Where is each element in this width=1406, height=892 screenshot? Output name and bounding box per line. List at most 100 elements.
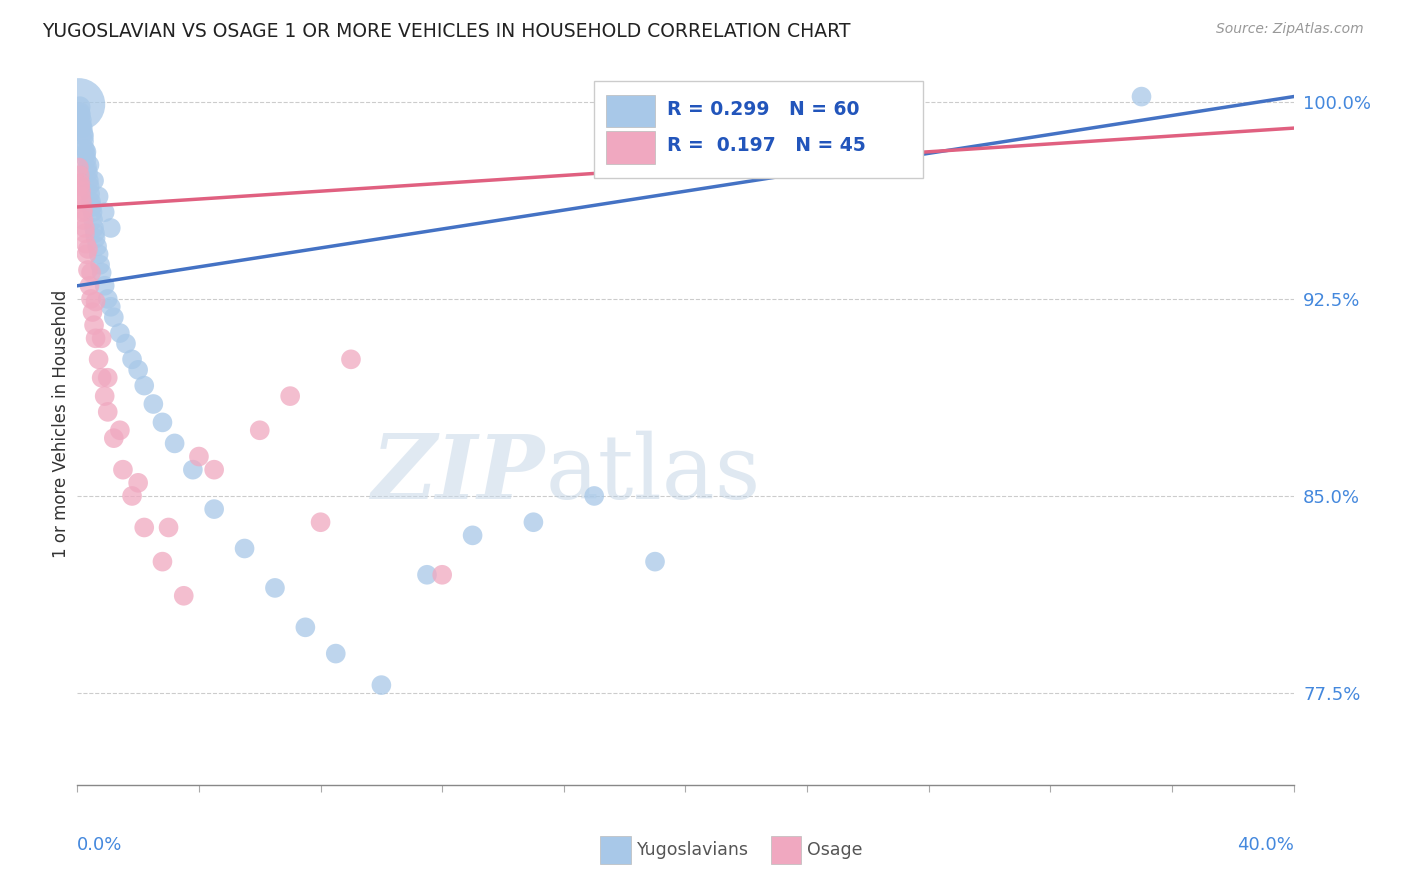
Point — [249, 423, 271, 437]
Point — [181, 463, 204, 477]
Point — [90, 266, 112, 280]
Point — [70, 194, 93, 209]
Point — [72, 121, 94, 136]
Text: atlas: atlas — [546, 431, 761, 518]
Point — [173, 589, 195, 603]
Point — [90, 370, 112, 384]
Point — [70, 108, 93, 122]
Point — [73, 221, 96, 235]
FancyBboxPatch shape — [606, 95, 655, 128]
Point — [188, 450, 211, 464]
Point — [87, 189, 110, 203]
Point — [87, 352, 110, 367]
Point — [97, 292, 120, 306]
Text: R =  0.197   N = 45: R = 0.197 N = 45 — [668, 136, 866, 155]
Point — [72, 202, 94, 217]
Point — [103, 310, 125, 325]
Point — [97, 370, 120, 384]
Text: 0.0%: 0.0% — [77, 836, 122, 854]
Point — [77, 166, 100, 180]
Point — [69, 100, 91, 114]
Text: ZIP: ZIP — [373, 431, 546, 517]
Point — [75, 145, 97, 159]
Point — [93, 205, 115, 219]
Point — [72, 205, 94, 219]
Point — [108, 423, 131, 437]
Point — [83, 221, 105, 235]
Point — [70, 184, 93, 198]
Point — [75, 236, 97, 251]
Point — [83, 318, 105, 333]
Point — [80, 266, 103, 280]
Point — [157, 520, 180, 534]
Point — [461, 528, 484, 542]
Point — [134, 378, 156, 392]
Point — [89, 258, 111, 272]
Point — [80, 200, 103, 214]
FancyBboxPatch shape — [770, 836, 801, 864]
Point — [97, 405, 120, 419]
Point — [100, 221, 122, 235]
Point — [264, 581, 287, 595]
Point — [644, 555, 666, 569]
Point — [325, 647, 347, 661]
Point — [82, 205, 104, 219]
FancyBboxPatch shape — [600, 836, 631, 864]
Point — [83, 174, 105, 188]
Point — [90, 331, 112, 345]
Point — [127, 475, 149, 490]
Point — [69, 105, 91, 120]
Point — [70, 119, 93, 133]
Point — [79, 158, 101, 172]
Point — [522, 515, 544, 529]
Point — [416, 567, 439, 582]
Point — [76, 161, 98, 175]
Point — [309, 515, 332, 529]
Point — [583, 489, 606, 503]
Point — [82, 305, 104, 319]
Point — [202, 502, 225, 516]
Point — [69, 176, 91, 190]
Point — [152, 555, 174, 569]
Point — [100, 300, 122, 314]
Point — [84, 231, 107, 245]
Point — [70, 113, 93, 128]
Point — [86, 239, 108, 253]
Point — [72, 213, 94, 227]
Point — [127, 363, 149, 377]
Point — [134, 520, 156, 534]
Point — [152, 416, 174, 430]
Text: R = 0.299   N = 60: R = 0.299 N = 60 — [668, 100, 859, 119]
Point — [84, 294, 107, 309]
Point — [108, 326, 131, 340]
Point — [370, 678, 392, 692]
Point — [72, 127, 94, 141]
Point — [69, 178, 91, 193]
Point — [75, 153, 97, 167]
Point — [1130, 89, 1153, 103]
FancyBboxPatch shape — [595, 80, 922, 178]
Point — [121, 352, 143, 367]
Point — [430, 567, 453, 582]
Text: YUGOSLAVIAN VS OSAGE 1 OR MORE VEHICLES IN HOUSEHOLD CORRELATION CHART: YUGOSLAVIAN VS OSAGE 1 OR MORE VEHICLES … — [42, 22, 851, 41]
Point — [111, 463, 134, 477]
Point — [77, 174, 100, 188]
Point — [79, 278, 101, 293]
FancyBboxPatch shape — [606, 131, 655, 163]
Point — [77, 263, 100, 277]
Point — [79, 178, 101, 193]
Point — [79, 186, 101, 201]
Text: Osage: Osage — [807, 841, 862, 859]
Point — [75, 147, 97, 161]
Point — [80, 194, 103, 209]
Point — [70, 189, 93, 203]
Point — [82, 213, 104, 227]
Point — [84, 331, 107, 345]
Point — [69, 169, 91, 183]
Point — [67, 97, 90, 112]
Point — [294, 620, 316, 634]
Point — [233, 541, 256, 556]
Point — [93, 278, 115, 293]
Point — [77, 242, 100, 256]
Point — [75, 247, 97, 261]
